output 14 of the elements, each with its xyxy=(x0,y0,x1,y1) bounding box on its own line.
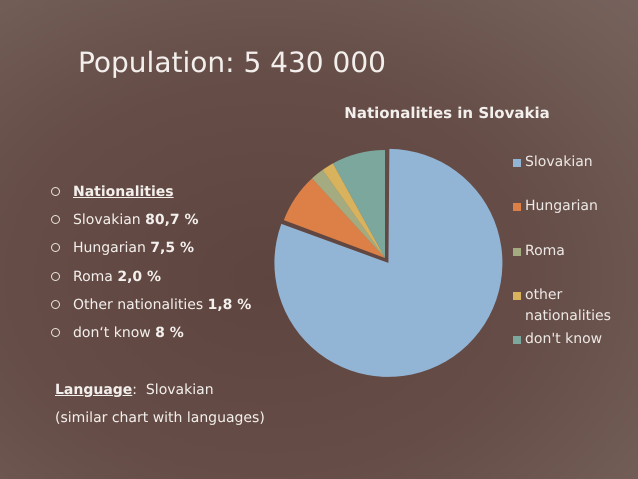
text: Population: 5 430 000 xyxy=(78,46,386,80)
chart-title: Nationalities in Slovakia xyxy=(343,103,551,123)
legend-label: Hungarian xyxy=(525,197,599,216)
text: Language: Slovakian xyxy=(55,382,214,398)
legend-label: Roma xyxy=(525,242,566,261)
text: Hungarian 7,5 % xyxy=(73,240,194,256)
text: Roma 2,0 % xyxy=(73,268,162,285)
text: Nationalities xyxy=(73,184,174,200)
legend-label: don't know xyxy=(525,330,604,350)
text: (similar chart with languages) xyxy=(55,410,265,426)
text: Other nationalities 1,8 % xyxy=(73,296,252,313)
text: don‘t know 8 % xyxy=(73,325,184,341)
legend-label: Slovakian xyxy=(525,153,594,172)
text: Slovakian 80,7 % xyxy=(73,212,199,228)
